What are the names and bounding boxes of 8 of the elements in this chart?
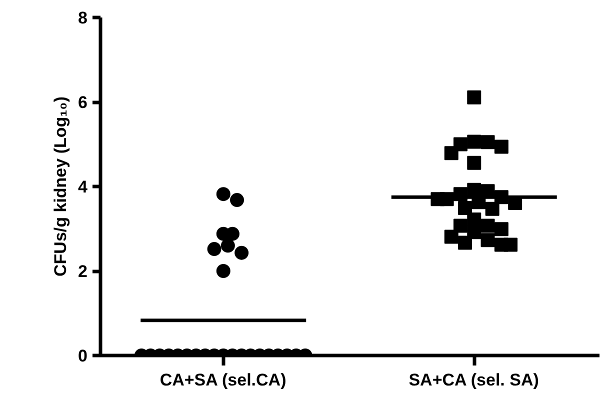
x-tick-label: CA+SA (sel.CA) bbox=[160, 370, 286, 390]
y-axis-title: CFUs/g kidney (Log₁₀) bbox=[51, 96, 70, 276]
y-tick-label: 2 bbox=[78, 262, 88, 281]
y-tick-label: 4 bbox=[78, 178, 88, 196]
y-tick-label: 6 bbox=[78, 93, 88, 112]
x-tick-label: SA+CA (sel. SA) bbox=[408, 370, 539, 390]
y-tick-label: 0 bbox=[78, 346, 88, 366]
y-tick-label: 8 bbox=[78, 8, 88, 28]
